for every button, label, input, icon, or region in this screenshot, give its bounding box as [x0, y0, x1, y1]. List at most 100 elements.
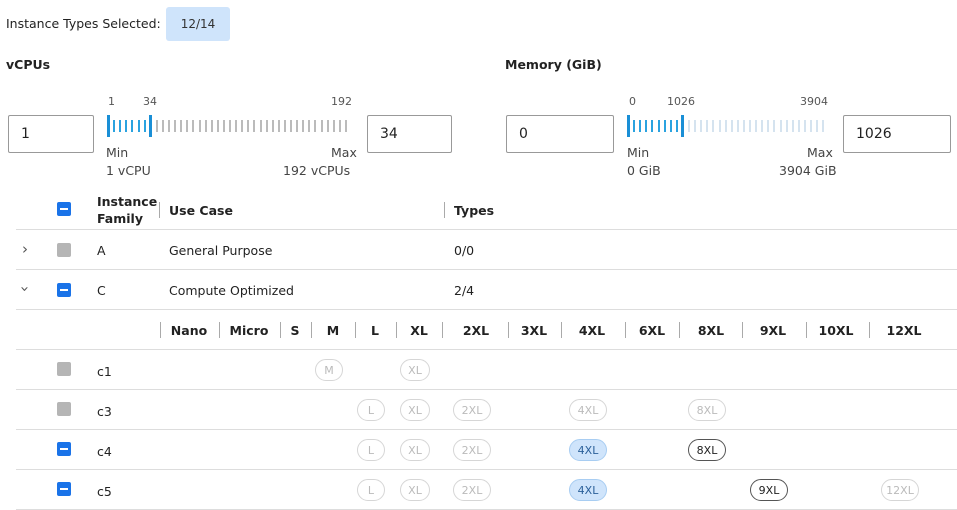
size-header: 4XL — [578, 323, 606, 338]
memory-slider-tick — [657, 120, 660, 132]
vcpu-slider-tick — [332, 120, 335, 132]
memory-max-input[interactable]: 1026 — [843, 115, 951, 153]
vcpu-max-input[interactable]: 34 — [367, 115, 452, 153]
instance-checkbox[interactable] — [57, 482, 71, 496]
vcpu-slider-tick — [314, 120, 317, 132]
header-family: Instance Family — [97, 194, 158, 226]
row-line — [16, 229, 957, 230]
vcpu-slider-handle[interactable] — [107, 115, 110, 137]
memory-slider-handle[interactable] — [627, 115, 630, 137]
vcpu-slider-tick — [271, 120, 274, 132]
vcpu-max-label: Max — [331, 145, 357, 160]
vcpu-slider-tick — [241, 120, 244, 132]
divider — [280, 322, 281, 338]
vcpu-min-value: 1 vCPU — [106, 163, 151, 178]
vcpu-slider-tick — [265, 120, 268, 132]
family-checkbox[interactable] — [57, 243, 71, 257]
vcpu-slider-handle[interactable] — [149, 115, 152, 137]
vcpu-slider-tick — [204, 120, 207, 132]
row-line — [16, 469, 957, 470]
size-chip: 2XL — [453, 399, 491, 421]
memory-slider-tick — [663, 120, 666, 132]
vcpu-slider-tick — [253, 120, 256, 132]
vcpu-slider-tick — [326, 120, 329, 132]
size-chip[interactable]: 4XL — [569, 479, 607, 501]
expand-icon[interactable]: › — [16, 286, 34, 292]
expand-icon[interactable]: › — [22, 240, 28, 258]
divider — [806, 322, 807, 338]
memory-title: Memory (GiB) — [505, 57, 602, 72]
vcpu-slider-tick — [180, 120, 183, 132]
size-chip: 2XL — [453, 439, 491, 461]
vcpu-slider-tick — [229, 120, 231, 132]
size-header: L — [371, 323, 379, 338]
vcpu-slider-tick — [259, 120, 262, 132]
vcpu-min-label: Min — [106, 145, 129, 160]
vcpu-scale-max: 192 — [331, 95, 352, 108]
vcpu-slider-tick — [290, 120, 292, 132]
instance-checkbox[interactable] — [57, 362, 71, 376]
size-chip[interactable]: 8XL — [688, 439, 726, 461]
memory-slider-tick — [803, 120, 806, 132]
memory-slider-tick — [700, 120, 703, 132]
vcpu-slider-tick — [168, 120, 170, 132]
memory-slider-tick — [810, 120, 812, 132]
size-chip: XL — [400, 439, 430, 461]
vcpu-slider-tick — [277, 120, 280, 132]
memory-min-input[interactable]: 0 — [506, 115, 614, 153]
vcpu-slider-tick — [222, 120, 225, 132]
instance-checkbox[interactable] — [57, 442, 71, 456]
header-checkbox[interactable] — [57, 202, 71, 216]
row-line — [16, 309, 957, 310]
memory-slider-tick — [785, 120, 788, 132]
divider — [869, 322, 870, 338]
size-header: Nano — [170, 323, 208, 338]
size-header: XL — [410, 323, 428, 338]
family-checkbox[interactable] — [57, 283, 71, 297]
vcpu-slider-tick — [210, 120, 213, 132]
vcpu-scale-min: 1 — [108, 95, 115, 108]
memory-min-label: Min — [627, 145, 650, 160]
size-header: Micro — [229, 323, 269, 338]
vcpu-slider-tick — [216, 120, 219, 132]
memory-min-value: 0 GiB — [627, 163, 661, 178]
row-line — [16, 269, 957, 270]
size-chip: XL — [400, 399, 430, 421]
vcpu-slider-tick — [155, 120, 158, 132]
memory-scale-min: 0 — [629, 95, 636, 108]
vcpu-slider-tick — [113, 120, 116, 132]
vcpu-slider-tick — [161, 120, 164, 132]
selected-badge: 12/14 — [166, 7, 230, 41]
size-chip[interactable]: 4XL — [569, 439, 607, 461]
divider — [396, 322, 397, 338]
memory-max-value: 3904 GiB — [779, 163, 837, 178]
vcpu-slider-tick — [302, 120, 305, 132]
instance-name: c4 — [97, 444, 112, 459]
size-header: 8XL — [697, 323, 725, 338]
size-header: S — [290, 323, 300, 338]
memory-scale-max: 3904 — [800, 95, 828, 108]
vcpu-slider-tick — [320, 120, 323, 132]
vcpu-slider-tick — [283, 120, 286, 132]
family-types: 2/4 — [454, 283, 475, 298]
size-header: 12XL — [886, 323, 922, 338]
size-chip: 2XL — [453, 479, 491, 501]
size-chip[interactable]: 9XL — [750, 479, 788, 501]
divider — [561, 322, 562, 338]
size-chip: XL — [400, 359, 430, 381]
vcpu-min-input[interactable]: 1 — [8, 115, 94, 153]
row-line — [16, 389, 957, 390]
size-chip: L — [357, 439, 385, 461]
memory-slider-handle[interactable] — [681, 115, 684, 137]
family-name: C — [97, 283, 106, 298]
memory-slider-tick — [639, 120, 642, 132]
divider — [444, 202, 445, 218]
memory-slider-tick — [797, 120, 800, 132]
instance-checkbox[interactable] — [57, 402, 71, 416]
memory-slider-tick — [791, 120, 794, 132]
memory-slider-tick — [730, 120, 733, 132]
size-chip: 12XL — [881, 479, 919, 501]
size-header: 10XL — [818, 323, 854, 338]
divider — [355, 322, 356, 338]
